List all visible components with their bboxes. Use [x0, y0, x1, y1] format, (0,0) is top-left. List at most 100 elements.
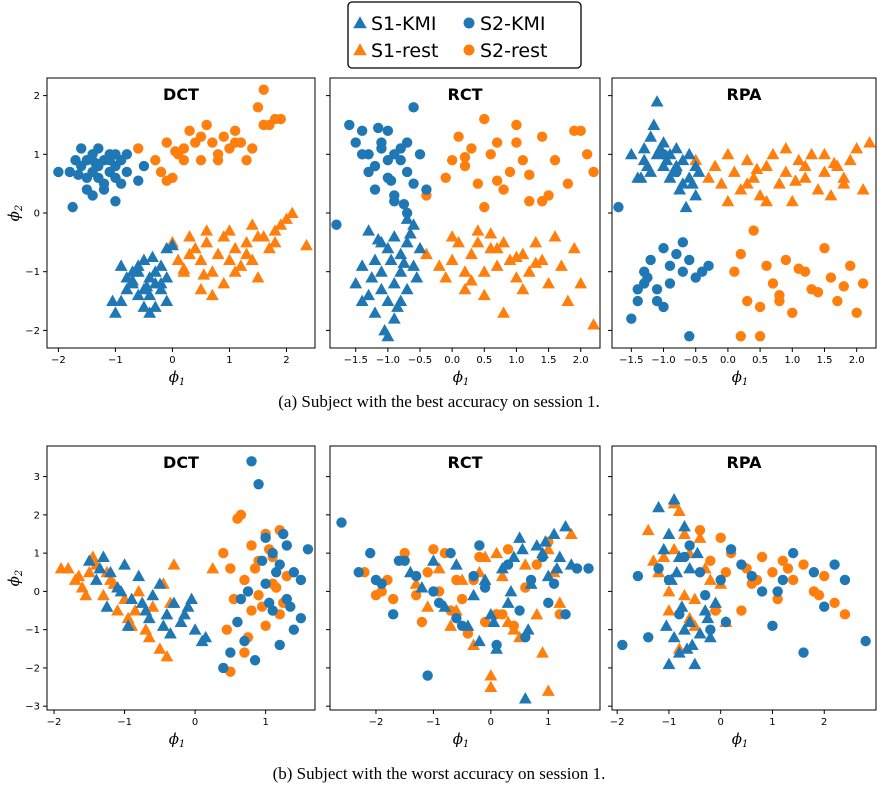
point-s1-kmi: [82, 554, 96, 566]
point-s1-kmi: [679, 200, 693, 213]
point-s1-rest: [251, 271, 265, 283]
point-s1-kmi: [403, 227, 417, 239]
point-s1-rest: [97, 588, 110, 601]
point-s2-kmi: [645, 254, 656, 266]
point-s1-rest: [766, 147, 780, 160]
point-s1-kmi: [387, 312, 401, 324]
point-s1-kmi: [109, 306, 122, 318]
point-s1-rest: [818, 165, 831, 177]
point-s2-rest: [772, 593, 783, 605]
point-s2-kmi: [87, 190, 98, 201]
point-s1-rest: [285, 206, 299, 218]
point-s1-rest: [750, 162, 764, 174]
point-s2-kmi: [684, 254, 695, 266]
point-s1-kmi: [188, 623, 202, 635]
point-s1-rest: [753, 188, 767, 201]
panel-title: DCT: [163, 453, 199, 472]
point-s1-rest: [128, 604, 142, 616]
data-points: [331, 102, 600, 342]
point-s1-rest: [206, 562, 220, 574]
point-s1-rest: [439, 271, 453, 283]
panel-b-rpa: RPA −2 −1 0 1 2 ϕ1: [608, 445, 877, 750]
x-tick-label: 1: [262, 717, 268, 728]
point-s1-kmi: [106, 294, 119, 307]
point-s2-kmi: [756, 586, 768, 597]
point-s1-rest: [268, 235, 282, 248]
point-s1-rest: [183, 230, 196, 242]
plot-frame: [329, 445, 601, 711]
point-s1-kmi: [97, 550, 110, 562]
point-s1-kmi: [683, 615, 697, 627]
point-s1-rest: [542, 277, 555, 289]
y-tick-label: −3: [25, 702, 40, 713]
point-s1-kmi: [375, 282, 388, 295]
point-s1-kmi: [387, 277, 401, 289]
point-s2-rest: [221, 624, 233, 635]
point-s2-rest: [453, 131, 464, 142]
point-s1-kmi: [415, 581, 429, 593]
x-tick-label: 2: [821, 717, 827, 728]
point-s2-rest: [195, 154, 207, 166]
x-tick-label: −1: [426, 717, 441, 728]
point-s1-kmi: [530, 539, 544, 551]
point-s1-kmi: [199, 630, 213, 643]
point-s2-kmi: [302, 544, 314, 555]
point-s1-kmi: [701, 611, 715, 624]
panel-a-dct: DCT −2 −1 0 1 2 −2 −1 0 1 2 ϕ1 ϕ2: [5, 77, 316, 388]
point-s2-kmi: [382, 154, 394, 166]
point-s1-rest: [507, 623, 521, 635]
point-s1-kmi: [160, 294, 174, 307]
data-points: [336, 517, 594, 704]
point-s2-rest: [825, 272, 837, 283]
point-s1-rest: [245, 253, 259, 265]
point-s2-rest: [258, 119, 269, 131]
panel-b-rct: RCT −2 −1 0 1 ϕ1: [326, 445, 601, 750]
point-s1-rest: [205, 265, 219, 277]
point-s1-kmi: [518, 692, 532, 704]
point-s2-rest: [715, 532, 726, 544]
point-s1-kmi: [135, 596, 149, 608]
point-s1-kmi: [559, 519, 572, 532]
point-s1-rest: [142, 630, 156, 643]
point-s2-kmi: [658, 243, 669, 254]
point-s1-kmi: [666, 165, 680, 177]
point-s2-rest: [756, 551, 768, 563]
point-s1-kmi: [104, 565, 117, 578]
point-s2-rest: [774, 295, 785, 307]
point-s1-kmi: [404, 565, 417, 578]
point-s2-rest: [857, 278, 869, 289]
point-s1-rest: [837, 177, 851, 189]
point-s1-kmi: [487, 615, 501, 627]
point-s2-rest: [246, 605, 257, 616]
point-s1-rest: [300, 238, 313, 251]
point-s1-rest: [561, 294, 575, 307]
point-s1-rest: [760, 194, 773, 207]
point-s1-kmi: [114, 294, 128, 307]
x-tick-label: 1: [226, 355, 232, 366]
point-s1-kmi: [126, 265, 139, 277]
point-s1-rest: [850, 142, 864, 154]
y-tick-label: 0: [34, 587, 40, 598]
point-s1-kmi: [368, 306, 382, 318]
point-s1-rest: [536, 646, 549, 658]
point-s1-kmi: [667, 630, 681, 643]
point-s2-rest: [777, 555, 789, 566]
point-s2-kmi: [408, 102, 419, 113]
point-s1-kmi: [685, 638, 699, 650]
point-s2-kmi: [260, 532, 271, 544]
point-s2-rest: [767, 278, 779, 289]
point-s2-kmi: [98, 184, 110, 195]
point-s1-kmi: [689, 188, 703, 201]
point-s2-rest: [729, 266, 740, 277]
point-s2-rest: [485, 149, 496, 160]
point-s1-rest: [240, 235, 253, 248]
point-s1-kmi: [137, 300, 151, 312]
x-tick-label: 1: [769, 717, 775, 728]
point-s1-rest: [445, 230, 459, 242]
point-s1-rest: [497, 306, 510, 318]
point-s1-kmi: [384, 253, 398, 265]
point-s1-kmi: [539, 535, 552, 547]
point-s1-kmi: [413, 241, 427, 254]
point-s1-rest: [689, 153, 703, 166]
plot-area: [612, 78, 876, 348]
